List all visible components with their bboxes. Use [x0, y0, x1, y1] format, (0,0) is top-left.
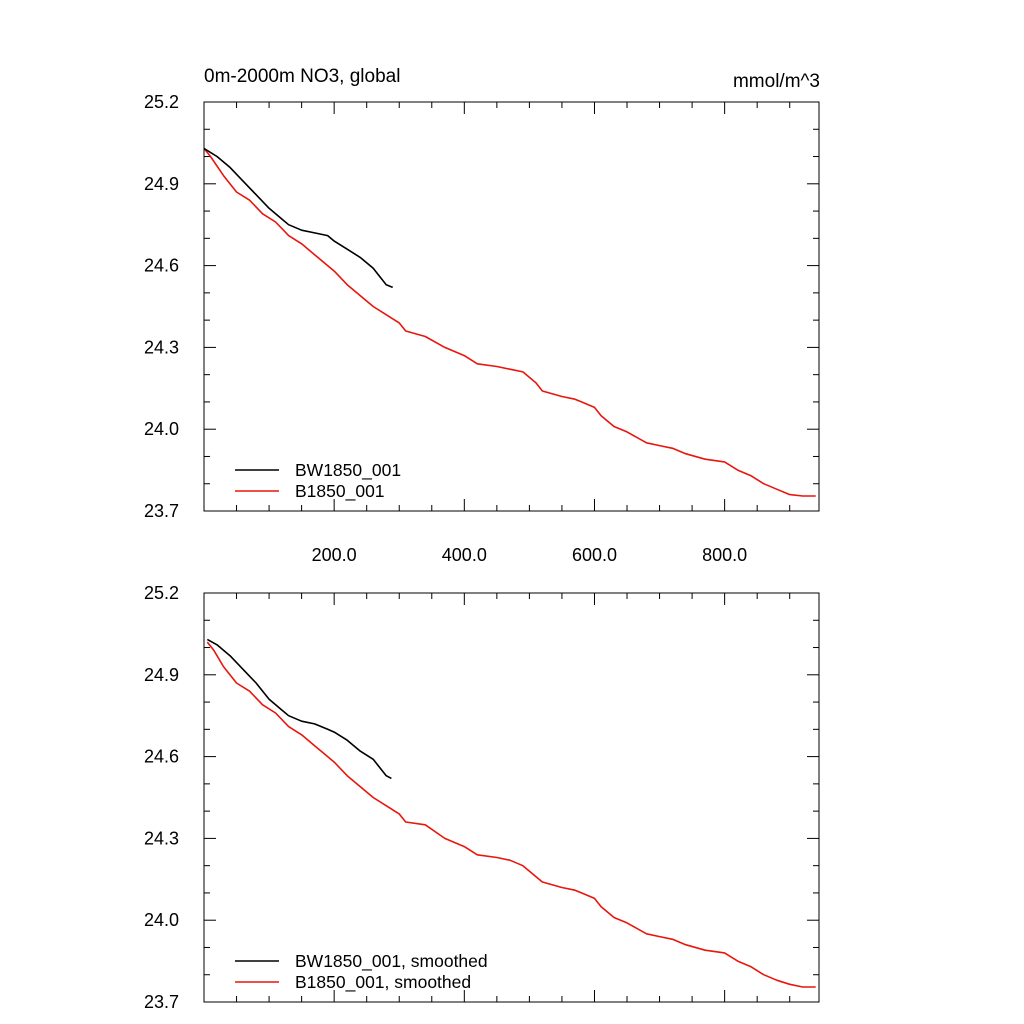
x-tick-label: 200.0 — [312, 545, 357, 565]
x-tick-label: 600.0 — [572, 545, 617, 565]
y-tick-label: 24.0 — [144, 910, 179, 930]
y-tick-label: 24.3 — [144, 828, 179, 848]
y-tick-label: 24.0 — [144, 419, 179, 439]
y-tick-label: 24.3 — [144, 337, 179, 357]
legend-label-b1850-smoothed: B1850_001, smoothed — [295, 972, 471, 993]
units-label: mmol/m^3 — [733, 71, 820, 92]
y-tick-label: 23.7 — [144, 992, 179, 1012]
chart-title: 0m-2000m NO3, global — [204, 66, 400, 87]
series-line-b1850-001-smoothed — [206, 641, 816, 988]
y-tick-label: 23.7 — [144, 501, 179, 521]
y-tick-label: 24.6 — [144, 256, 179, 276]
x-tick-label: 800.0 — [702, 545, 747, 565]
legend-label-b1850: B1850_001 — [295, 481, 385, 502]
x-tick-label: 400.0 — [442, 545, 487, 565]
legend-label-bw1850-smoothed: BW1850_001, smoothed — [295, 951, 488, 972]
plot-frame — [203, 101, 820, 512]
series-line-bw1850-001 — [203, 147, 394, 289]
legend-label-bw1850: BW1850_001 — [295, 460, 401, 481]
bottom-panel: 23.7 24.0 24.3 24.6 24.9 25.2 BW1850_001, smo… — [144, 583, 820, 1012]
legend: BW1850_001, smoothed B1850_001, smoothed — [235, 951, 488, 993]
legend: BW1850_001 B1850_001 — [235, 460, 401, 502]
series-line-bw1850-001-smoothed — [206, 638, 392, 780]
y-tick-label: 24.6 — [144, 747, 179, 767]
series-line-b1850-001 — [203, 147, 816, 497]
top-panel: 0m-2000m NO3, global mmol/m^3 23.7 24.0 24… — [144, 66, 820, 565]
y-tick-label: 24.9 — [144, 665, 179, 685]
y-tick-label: 25.2 — [144, 583, 179, 603]
y-tick-label: 25.2 — [144, 92, 179, 112]
plot-frame — [203, 592, 820, 1003]
y-tick-label: 24.9 — [144, 174, 179, 194]
